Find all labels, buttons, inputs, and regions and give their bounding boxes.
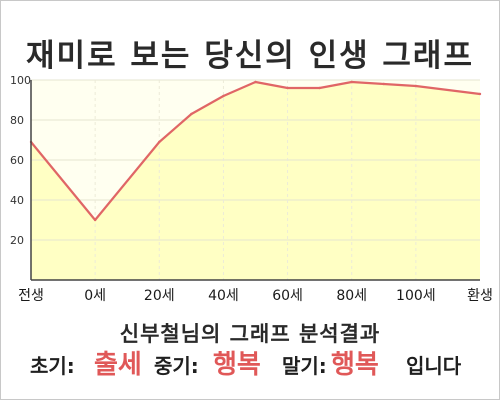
late-value: 행복 — [331, 350, 379, 380]
series-line — [30, 80, 481, 222]
data-point — [93, 218, 97, 222]
chart-title: 재미로 보는 당신의 인생 그래프 — [26, 38, 474, 74]
middle-label: 중기: — [154, 354, 199, 378]
late-label: 말기: — [282, 354, 327, 378]
life-graph-chart: 20 40 60 80 100 전생 0세 20세 40세 60세 80세 100세 환생 — [10, 74, 493, 304]
data-point — [478, 92, 482, 96]
data-point — [190, 112, 193, 116]
data-point — [350, 80, 353, 84]
x-tick-label: 80세 — [336, 288, 367, 304]
data-point — [222, 94, 225, 98]
x-tick-label: 100세 — [396, 288, 436, 304]
data-point — [254, 80, 257, 84]
analysis-heading: 신부철님의 그래프 분석결과 — [119, 322, 381, 346]
analysis-result: 초기: 출세 중기: 행복 말기: 행복 입니다 — [0, 346, 500, 386]
data-point — [158, 140, 161, 144]
x-tick-label: 40세 — [208, 288, 239, 304]
series-area — [31, 82, 480, 280]
y-tick-label: 80 — [10, 114, 24, 127]
y-tick-label: 60 — [10, 154, 24, 167]
x-tick-label: 0세 — [84, 288, 106, 304]
data-point — [414, 84, 418, 88]
y-tick-label: 20 — [10, 234, 24, 247]
y-tick-label: 40 — [10, 194, 24, 207]
data-point — [382, 82, 385, 86]
middle-value: 행복 — [213, 350, 261, 380]
data-point — [286, 86, 289, 90]
x-tick-label: 전생 — [18, 288, 44, 304]
ending-text: 입니다 — [406, 354, 462, 378]
early-label: 초기: — [30, 354, 75, 378]
data-point — [318, 86, 321, 90]
x-tick-label: 20세 — [144, 288, 175, 304]
early-value: 출세 — [94, 350, 142, 380]
x-tick-label: 60세 — [272, 288, 303, 304]
y-tick-label: 100 — [10, 74, 31, 87]
x-tick-label: 환생 — [467, 288, 493, 304]
